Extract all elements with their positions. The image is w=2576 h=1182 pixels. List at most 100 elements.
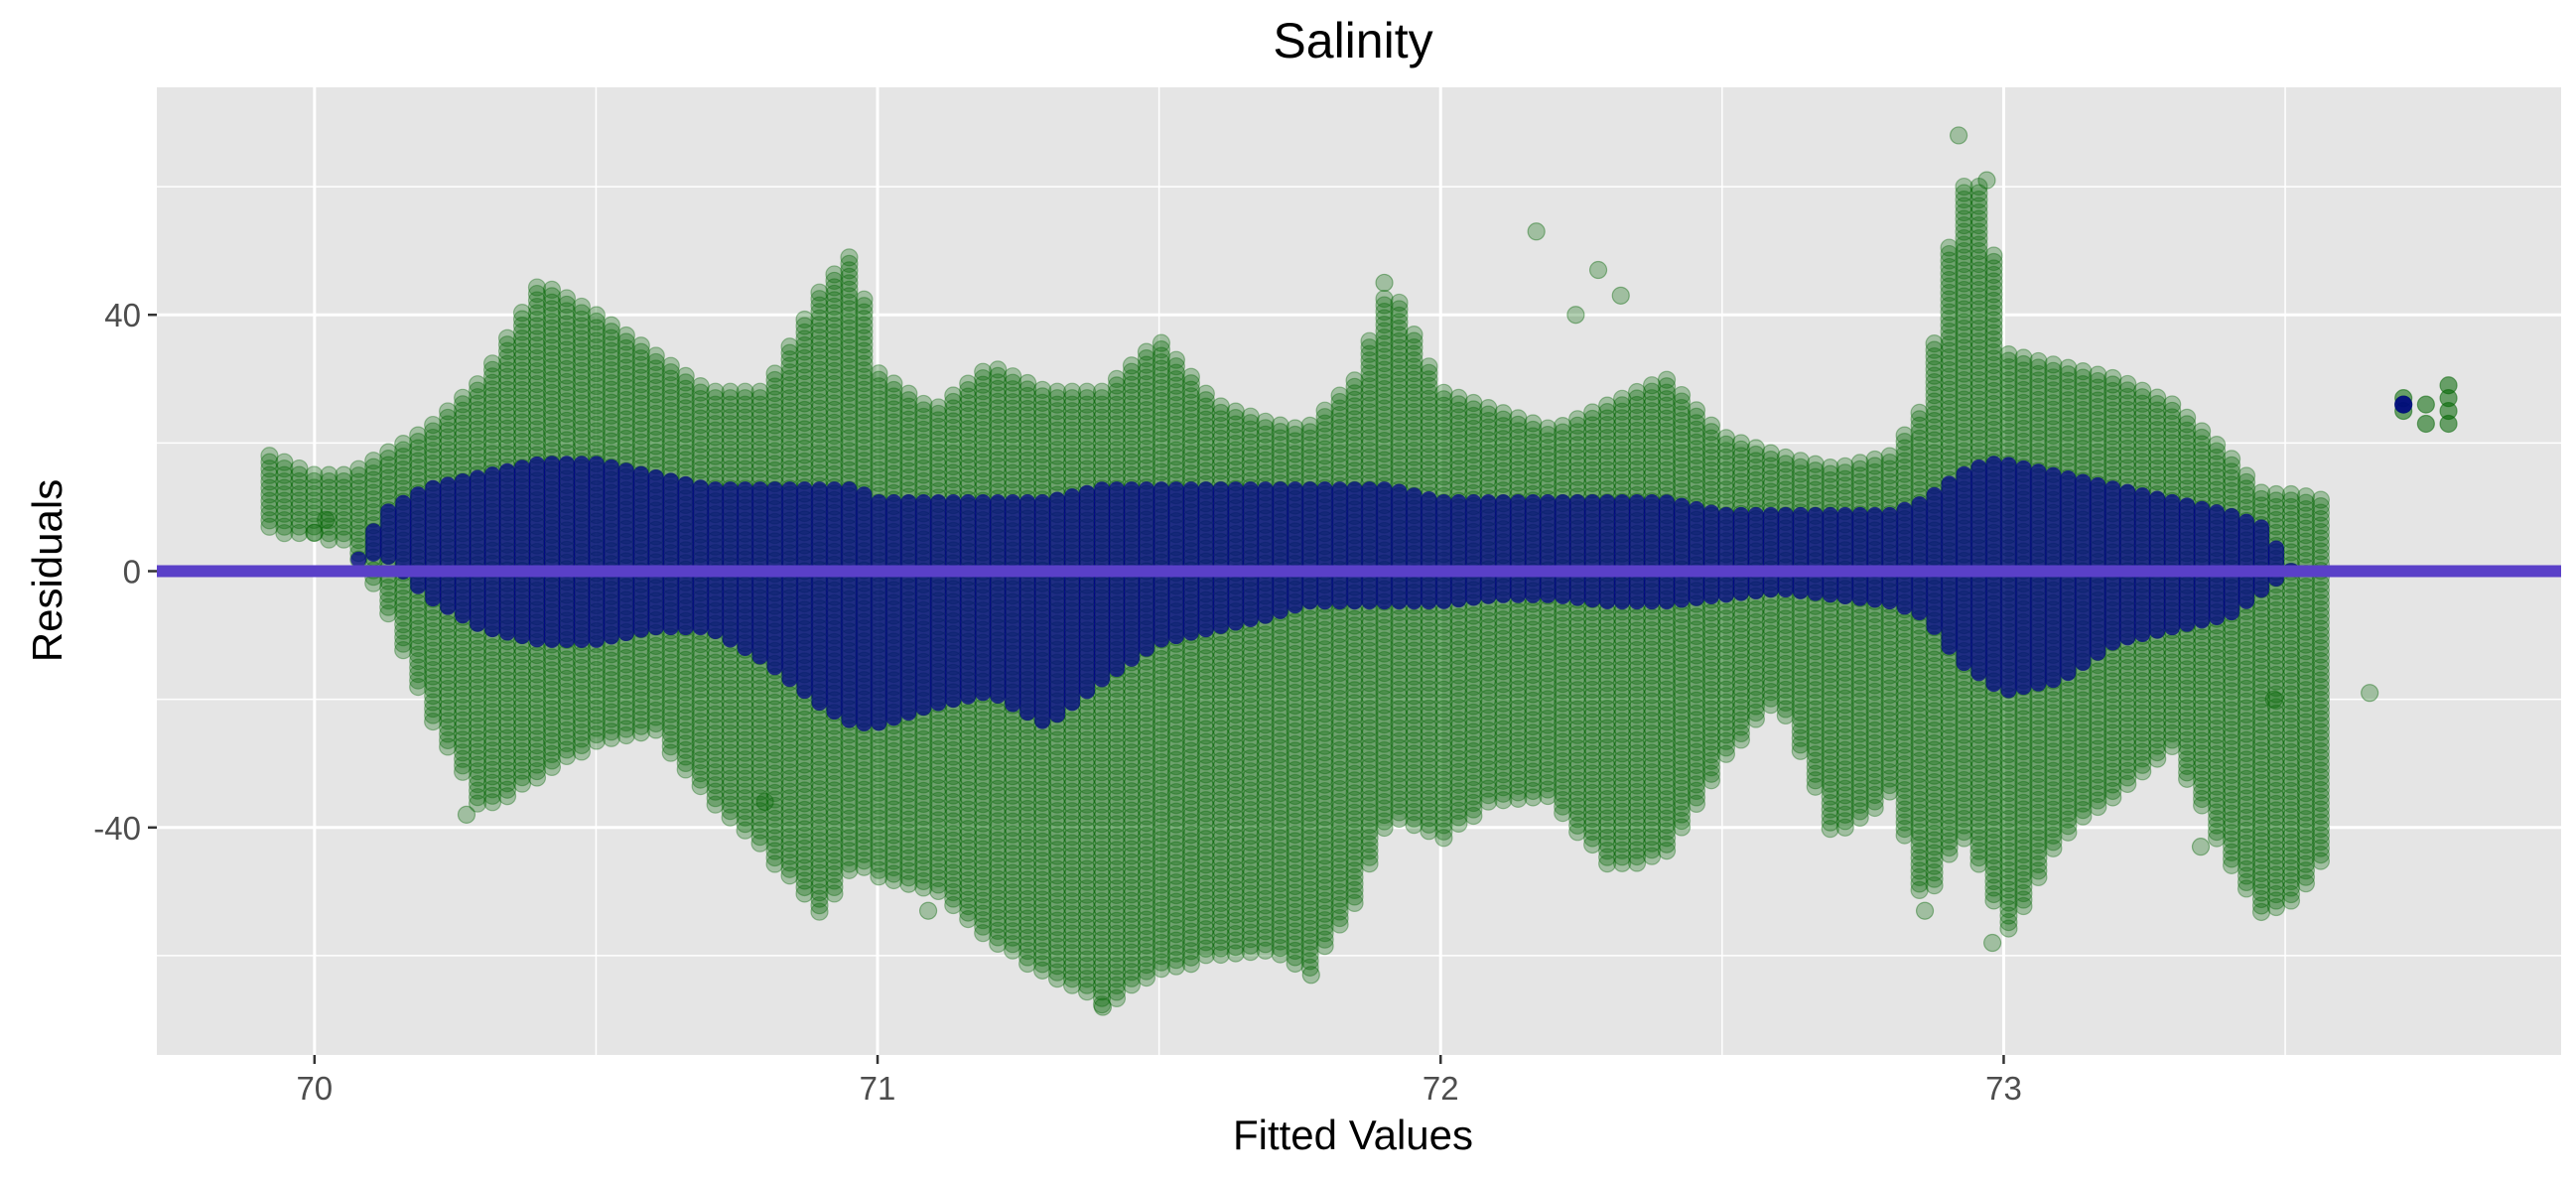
- data-point: [497, 703, 517, 722]
- data-point: [497, 774, 517, 793]
- data-point: [482, 741, 502, 760]
- data-point: [290, 484, 309, 504]
- data-point: [855, 857, 874, 876]
- data-point: [482, 793, 502, 812]
- data-point: [409, 464, 428, 483]
- data-point: [439, 647, 458, 666]
- data-point: [482, 722, 502, 740]
- data-point: [1137, 969, 1156, 987]
- data-point: [424, 441, 443, 460]
- data-point: [275, 478, 294, 497]
- data-point: [290, 517, 309, 536]
- data-point: [454, 447, 473, 465]
- data-point: [497, 664, 517, 683]
- data-point: [424, 673, 443, 693]
- data-point: [364, 464, 383, 483]
- data-point: [335, 465, 353, 484]
- data-point: [676, 760, 695, 779]
- data-point: [482, 690, 502, 709]
- data-point: [379, 456, 398, 474]
- data-point: [512, 335, 532, 354]
- data-point: [305, 478, 324, 497]
- data-point: [482, 644, 502, 663]
- data-point: [454, 679, 473, 698]
- data-point: [335, 504, 353, 523]
- data-point: [439, 640, 458, 660]
- data-point: [409, 645, 428, 664]
- data-point: [454, 659, 473, 678]
- data-point: [439, 454, 458, 472]
- data-point: [424, 712, 443, 731]
- data-point: [454, 698, 473, 717]
- data-point: [454, 705, 473, 723]
- data-point: [349, 466, 368, 485]
- data-point: [512, 304, 532, 323]
- data-point: [439, 660, 458, 679]
- data-point: [409, 632, 428, 651]
- data-point: [512, 413, 532, 432]
- data-point: [335, 472, 353, 491]
- data-point: [349, 460, 368, 478]
- data-point: [290, 504, 309, 523]
- data-point: [409, 433, 428, 452]
- data-point: [290, 459, 309, 478]
- data-point: [512, 407, 532, 426]
- data-point: [439, 730, 458, 750]
- data-point: [394, 583, 413, 601]
- data-point: [439, 421, 458, 441]
- data-point: [424, 641, 443, 660]
- data-point: [409, 639, 428, 658]
- data-point: [825, 884, 844, 903]
- data-point: [482, 670, 502, 689]
- data-point: [497, 690, 517, 709]
- data-point: [305, 497, 324, 517]
- data-point: [468, 678, 487, 697]
- data-point: [439, 441, 458, 460]
- data-point: [305, 510, 324, 530]
- data-point: [527, 768, 547, 787]
- data-point: [454, 434, 473, 453]
- data-point: [512, 361, 532, 380]
- data-point: [482, 354, 502, 373]
- data-point: [468, 768, 487, 787]
- data-point: [335, 491, 353, 510]
- data-point: [1286, 954, 1304, 974]
- data-point: [497, 387, 517, 406]
- data-point: [468, 749, 487, 768]
- data-point: [394, 634, 413, 653]
- data-point: [468, 401, 487, 420]
- data-point: [409, 658, 428, 677]
- data-point: [424, 415, 443, 435]
- data-point: [424, 454, 443, 473]
- data-point: [454, 666, 473, 685]
- data-point: [454, 640, 473, 659]
- data-point: [260, 472, 279, 491]
- data-point: [482, 786, 502, 805]
- data-point: [275, 524, 294, 543]
- data-point: [482, 445, 502, 463]
- data-point: [482, 760, 502, 779]
- data-point: [260, 447, 279, 465]
- data-point: [454, 711, 473, 729]
- data-point: [468, 729, 487, 748]
- data-point: [497, 335, 517, 354]
- data-point: [616, 725, 635, 745]
- data-point: [512, 342, 532, 361]
- data-point: [468, 685, 487, 704]
- data-point: [1241, 943, 1260, 962]
- data-point: [424, 422, 443, 441]
- data-point: [260, 478, 279, 497]
- data-point: [260, 465, 279, 484]
- data-point: [454, 627, 473, 646]
- data-point: [468, 407, 487, 426]
- data-point: [305, 523, 324, 543]
- data-point: [394, 454, 413, 472]
- data-point: [454, 408, 473, 427]
- data-point: [364, 490, 383, 509]
- data-point: [468, 704, 487, 722]
- data-point: [482, 780, 502, 799]
- data-point: [379, 475, 398, 494]
- data-point: [349, 472, 368, 491]
- data-point: [349, 492, 368, 511]
